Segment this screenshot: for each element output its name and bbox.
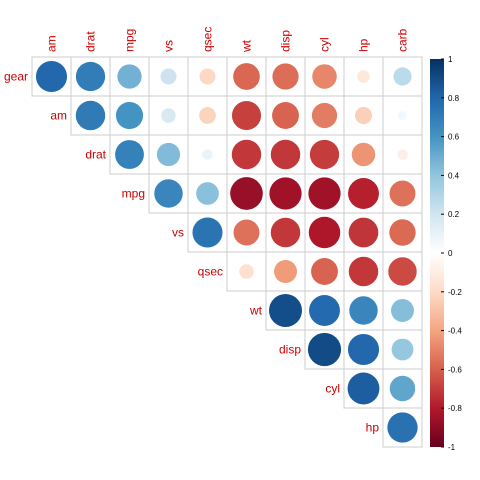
legend-tick-label: -0.6: [448, 365, 462, 374]
correlation-circle-vs-qsec: [192, 217, 223, 248]
correlation-circle-gear-cyl: [312, 64, 337, 89]
column-label-carb: carb: [396, 28, 410, 52]
legend-tick-label: 1: [448, 55, 453, 64]
legend-tick-label: 0.8: [448, 94, 460, 103]
correlation-circle-am-carb: [398, 111, 407, 120]
correlation-circle-drat-carb: [397, 149, 408, 160]
correlation-circle-am-disp: [272, 102, 299, 129]
correlation-circle-mpg-vs: [154, 179, 183, 208]
correlation-circle-wt-disp: [268, 293, 303, 328]
correlation-circle-vs-hp: [348, 217, 379, 248]
correlation-circle-vs-carb: [389, 219, 416, 246]
correlation-circle-gear-qsec: [199, 68, 216, 85]
column-label-vs: vs: [162, 40, 176, 52]
correlation-circle-gear-mpg: [117, 64, 142, 89]
column-label-wt: wt: [240, 39, 254, 53]
color-legend-ticks: 1 0.8 0.6 0.4 0.2 0 -0.2 -0.4 -0.6 -0.8 -1: [441, 55, 462, 452]
column-label-disp: disp: [279, 30, 293, 52]
correlation-circle-mpg-qsec: [196, 182, 219, 205]
row-label-cyl: cyl: [325, 382, 340, 396]
legend-tick-label: -0.2: [448, 288, 462, 297]
correlation-circle-gear-disp: [272, 63, 299, 90]
column-label-qsec: qsec: [201, 27, 215, 52]
correlation-circle-gear-am: [35, 60, 68, 93]
column-label-mpg: mpg: [123, 29, 137, 52]
column-labels: am drat mpg vs qsec wt disp cyl hp carb: [45, 27, 410, 53]
correlation-circle-gear-drat: [75, 61, 106, 92]
correlation-circle-wt-carb: [391, 299, 414, 322]
correlation-circle-drat-hp: [351, 142, 376, 167]
correlation-circle-am-wt: [231, 100, 262, 131]
correlation-circle-qsec-cyl: [311, 258, 338, 285]
correlation-circle-wt-hp: [349, 296, 378, 325]
correlation-circle-am-vs: [161, 108, 176, 123]
correlation-circle-drat-cyl: [309, 139, 340, 170]
correlation-circle-mpg-wt: [230, 177, 263, 210]
correlation-circle-gear-wt: [233, 63, 260, 90]
row-label-mpg: mpg: [122, 187, 145, 201]
row-label-am: am: [50, 109, 67, 123]
row-label-drat: drat: [85, 148, 106, 162]
correlation-circle-am-hp: [354, 106, 373, 125]
correlation-circle-drat-qsec: [202, 149, 213, 160]
color-legend: 1 0.8 0.6 0.4 0.2 0 -0.2 -0.4 -0.6 -0.8 -1: [430, 55, 462, 452]
correlation-circle-disp-cyl: [307, 332, 342, 367]
correlation-circle-drat-disp: [270, 139, 301, 170]
row-label-qsec: qsec: [198, 265, 223, 279]
correlation-circle-qsec-carb: [388, 257, 417, 286]
row-label-vs: vs: [172, 226, 184, 240]
correlation-circle-disp-carb: [391, 338, 414, 361]
legend-tick-label: 0.4: [448, 171, 460, 180]
correlation-circle-drat-mpg: [115, 140, 144, 169]
row-label-disp: disp: [279, 343, 301, 357]
correlation-circle-am-drat: [75, 100, 106, 131]
row-label-wt: wt: [249, 304, 263, 318]
legend-tick-label: -0.8: [448, 404, 462, 413]
correlation-circle-am-qsec: [199, 107, 216, 124]
correlation-circle-vs-wt: [233, 219, 260, 246]
correlation-circle-qsec-wt: [239, 264, 254, 279]
column-label-hp: hp: [357, 38, 371, 52]
correlation-circle-disp-hp: [347, 333, 380, 366]
grid-cell: [382, 407, 423, 448]
correlation-circle-vs-disp: [270, 217, 301, 248]
correlation-circle-gear-carb: [393, 67, 412, 86]
correlation-circle-gear-vs: [160, 68, 177, 85]
correlation-circle-am-cyl: [311, 102, 338, 129]
correlation-circle-mpg-carb: [389, 180, 416, 207]
correlation-circle-cyl-hp: [347, 372, 380, 405]
correlation-circle-gear-hp: [357, 70, 370, 83]
legend-tick-label: 0.6: [448, 133, 460, 142]
correlation-circles: [35, 60, 418, 443]
correlation-circle-mpg-hp: [348, 178, 379, 209]
row-label-hp: hp: [366, 421, 380, 435]
row-label-gear: gear: [4, 70, 28, 84]
correlation-circle-cyl-carb: [389, 375, 416, 402]
correlation-circle-vs-cyl: [308, 216, 341, 249]
column-label-cyl: cyl: [318, 37, 332, 52]
legend-tick-label: 0.2: [448, 210, 460, 219]
correlation-circle-drat-wt: [231, 139, 262, 170]
legend-tick-label: -0.4: [448, 327, 462, 336]
color-legend-bar: [430, 59, 444, 447]
correlation-circle-qsec-hp: [348, 256, 379, 287]
correlation-circle-am-mpg: [115, 101, 144, 130]
correlation-circle-wt-cyl: [309, 295, 340, 326]
column-label-drat: drat: [84, 31, 98, 52]
row-labels: gear am drat mpg vs qsec wt disp cyl hp: [4, 70, 379, 435]
correlation-circle-hp-carb: [387, 412, 418, 443]
legend-tick-label: -1: [448, 443, 456, 452]
correlation-circle-mpg-disp: [269, 177, 302, 210]
grid-cells: [31, 56, 423, 448]
legend-tick-label: 0: [448, 249, 453, 258]
correlation-circle-drat-vs: [156, 142, 181, 167]
correlation-circle-mpg-cyl: [308, 177, 341, 210]
column-label-am: am: [45, 35, 59, 52]
correlation-circle-qsec-disp: [274, 260, 297, 283]
